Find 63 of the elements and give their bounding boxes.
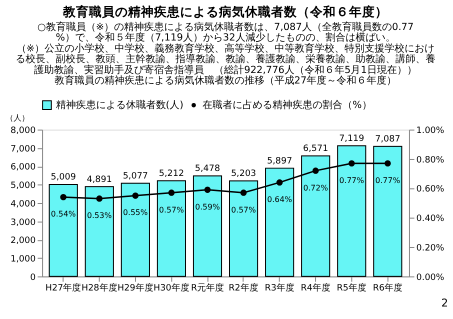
y-tick-label: 4,000 (10, 199, 36, 210)
data-label: 0.57% (231, 205, 256, 214)
data-label: 4,891 (86, 174, 112, 185)
text: ○教育職員（※）の精神疾患による病気休職者数は、7,087人（全教育職員数の0.77%）で、令和５年度（7,119人）から32人減少したものの、割合は横ばい。 (37, 20, 414, 44)
point (204, 186, 211, 193)
text: 2 (441, 296, 448, 310)
y-tick-label: 7,000 (10, 144, 36, 154)
y-axis-title: （人） (5, 113, 30, 122)
legend-label: 精神疾患による休職者数(人) (56, 99, 184, 112)
point (168, 190, 175, 196)
data-label: 7,119 (339, 134, 364, 144)
point (384, 160, 391, 167)
data-label: 0.59% (195, 202, 220, 212)
data-label: 0.57% (159, 205, 184, 214)
y-tick-label: 5,000 (10, 181, 36, 192)
data-label: 5,897 (266, 156, 292, 166)
y2-tick-label: 1.00% (416, 126, 444, 136)
data-label: 7,087 (375, 134, 400, 144)
legend-label: 在職者に占める精神疾患の割合（%） (202, 99, 372, 112)
text: （※）公立の小学校、中学校、義務教育学校、高等学校、中等教育学校、特別支援学校における校長、副校長、教頭、主幹教諭、指導教諭、教諭、養護教諭、栄養教諭、助教諭、講師、養護助教諭、実習助手及び寄宿舎指導員 （総計922,776人（令和６年5月1日現在）） (16, 42, 436, 76)
point (312, 168, 319, 174)
y-tick-label: 2,000 (10, 236, 36, 246)
y-tick-label: 6,000 (10, 162, 36, 173)
chart-title: 教育職員の精神疾患による病気休職者数（令和６年度） (62, 4, 388, 20)
point (276, 179, 283, 186)
y-tick-label: 1,000 (10, 254, 36, 264)
point (132, 192, 139, 199)
y2-tick-label: 0.20% (416, 243, 444, 254)
point (60, 194, 67, 200)
point (96, 195, 103, 202)
x-tick-label: R6年度 (372, 282, 403, 294)
data-label: 0.54% (50, 210, 76, 219)
y2-tick-label: 0.80% (416, 155, 444, 166)
y-tick-label: 3,000 (10, 218, 36, 228)
y-tick-label: 0 (30, 272, 36, 283)
chart-subtitle: 教育職員の精神疾患による病気休職者数の推移（平成27年度～令和６年度） (54, 74, 397, 87)
x-tick-label: R4年度 (300, 282, 330, 294)
data-label: 0.64% (267, 195, 292, 204)
x-tick-label: R2年度 (228, 282, 258, 294)
x-tick-label: R元年度 (190, 282, 224, 294)
point (240, 190, 247, 196)
x-tick-label: H29年度 (118, 282, 154, 294)
y2-tick-label: 0.00% (416, 272, 444, 283)
data-label: 0.72% (303, 183, 328, 192)
data-label: 6,571 (303, 144, 328, 154)
x-tick-label: R3年度 (264, 282, 294, 294)
x-tick-label: H30年度 (154, 282, 190, 294)
data-label: 0.55% (123, 208, 148, 218)
y2-tick-label: 0.40% (416, 214, 444, 224)
data-label: 0.53% (86, 211, 112, 220)
data-label: 5,077 (122, 171, 148, 182)
data-label: 5,478 (194, 164, 220, 174)
x-tick-label: R5年度 (336, 282, 367, 294)
x-tick-label: H28年度 (81, 282, 118, 294)
y-tick-label: 8,000 (10, 126, 36, 136)
y2-tick-label: 0.60% (416, 184, 444, 195)
data-label: 0.77% (339, 176, 364, 185)
data-label: 5,212 (158, 168, 184, 179)
point (348, 160, 355, 167)
x-tick-label: H27年度 (45, 282, 82, 294)
data-label: 5,203 (230, 169, 256, 180)
data-label: 0.77% (375, 176, 400, 185)
data-label: 5,009 (50, 172, 76, 183)
